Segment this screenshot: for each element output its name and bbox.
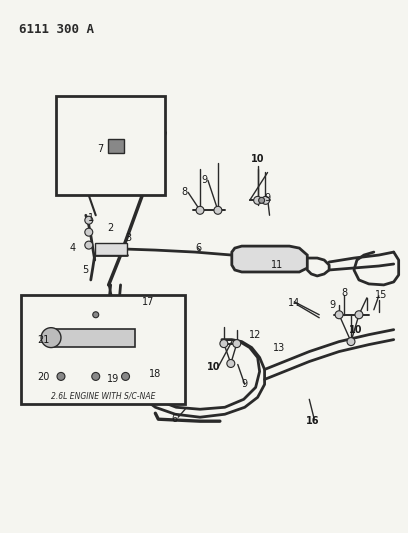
Bar: [21, 295, 185, 404]
Text: 3: 3: [125, 233, 131, 243]
Text: 16: 16: [306, 416, 319, 426]
Text: 2.6L ENGINE WITH S/C-NAE: 2.6L ENGINE WITH S/C-NAE: [51, 392, 155, 401]
Text: 1: 1: [88, 213, 94, 223]
Circle shape: [196, 206, 204, 214]
Text: 4: 4: [70, 243, 76, 253]
Circle shape: [227, 360, 235, 367]
Circle shape: [262, 196, 270, 204]
Bar: [56, 96, 165, 196]
Circle shape: [259, 197, 264, 203]
Text: 20: 20: [37, 373, 49, 382]
Circle shape: [41, 328, 61, 348]
Text: 9: 9: [264, 193, 271, 204]
Text: 17: 17: [142, 297, 155, 307]
Text: 13: 13: [273, 343, 286, 352]
Text: 2: 2: [108, 223, 114, 233]
Text: 8: 8: [341, 288, 347, 298]
Text: 8: 8: [181, 188, 187, 197]
Circle shape: [355, 311, 363, 319]
Text: 9: 9: [329, 300, 335, 310]
Text: 11: 11: [271, 260, 284, 270]
Bar: [51, 329, 135, 346]
Circle shape: [93, 312, 99, 318]
Text: 10: 10: [349, 325, 363, 335]
Circle shape: [347, 337, 355, 345]
Text: 15: 15: [375, 290, 387, 300]
Text: 9: 9: [242, 379, 248, 390]
Text: 12: 12: [248, 329, 261, 340]
Circle shape: [57, 373, 65, 381]
Circle shape: [85, 228, 93, 236]
Circle shape: [220, 340, 228, 348]
Text: 7: 7: [98, 143, 104, 154]
Text: 6: 6: [171, 414, 177, 424]
Circle shape: [85, 241, 93, 249]
Circle shape: [233, 340, 241, 348]
Text: 5: 5: [82, 265, 88, 275]
Circle shape: [335, 311, 343, 319]
Text: 6: 6: [195, 243, 201, 253]
Circle shape: [92, 373, 100, 381]
Circle shape: [85, 216, 93, 224]
Text: 19: 19: [106, 374, 119, 384]
Text: 21: 21: [37, 335, 49, 345]
Bar: [108, 139, 124, 152]
Text: 6111 300 A: 6111 300 A: [19, 23, 94, 36]
Bar: [95, 243, 126, 255]
Polygon shape: [232, 246, 307, 272]
Text: 10: 10: [207, 362, 221, 373]
Text: 14: 14: [288, 298, 301, 308]
Text: 10: 10: [251, 154, 264, 164]
Text: 9: 9: [201, 175, 207, 185]
Text: 18: 18: [149, 369, 162, 379]
Circle shape: [122, 373, 129, 381]
Circle shape: [214, 206, 222, 214]
Circle shape: [254, 196, 262, 204]
